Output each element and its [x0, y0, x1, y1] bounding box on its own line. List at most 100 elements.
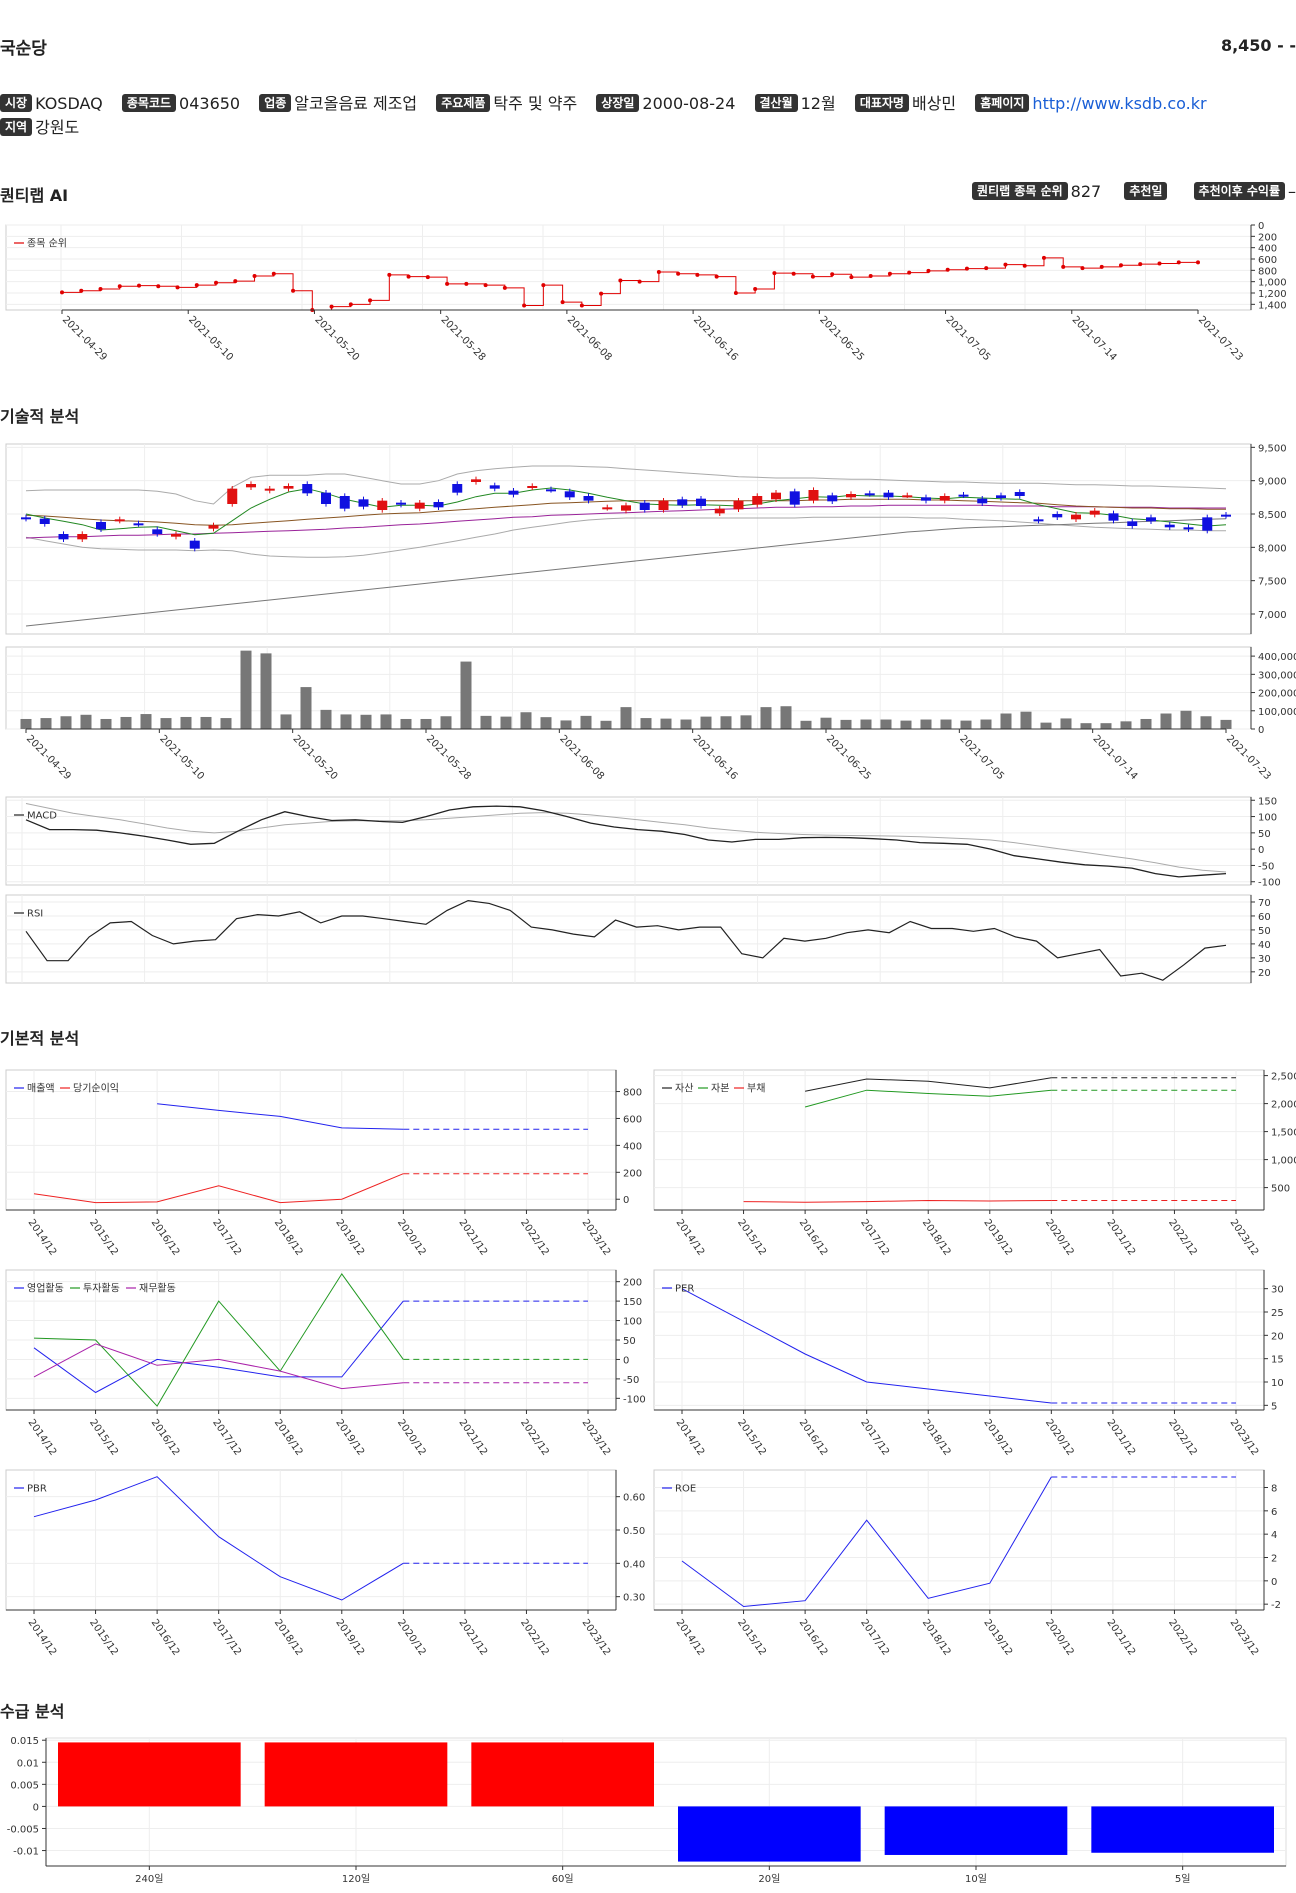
rank-point	[1080, 266, 1085, 271]
market-badge: 시장	[0, 94, 33, 112]
x-tick-label: 2017/12	[210, 1417, 243, 1457]
x-tick-label: 2016/12	[797, 1617, 830, 1657]
legend-label: 종목 순위	[27, 237, 67, 250]
x-tick-label: 2016/12	[797, 1217, 830, 1257]
homepage-link[interactable]: http://www.ksdb.co.kr	[1032, 94, 1207, 113]
y-tick-label: 400	[1258, 244, 1277, 255]
candle-body	[283, 486, 294, 489]
y-tick-label: 300,000	[1258, 670, 1296, 681]
rank-point	[368, 298, 373, 303]
legend-label: RSI	[27, 909, 43, 920]
x-tick-label: 2023/12	[580, 1617, 613, 1657]
rank-point	[810, 274, 815, 279]
candle-body	[1014, 492, 1025, 496]
candle-body	[939, 496, 950, 501]
plot-area	[5, 1069, 617, 1211]
candle-body	[902, 495, 913, 498]
candle-body	[602, 507, 613, 510]
series-line	[33, 1343, 404, 1390]
y-tick-label: 50	[623, 1336, 636, 1347]
industry-badge: 업종	[259, 94, 292, 112]
y-tick-label: 800	[1258, 266, 1277, 277]
y-tick-label: 600	[1258, 255, 1277, 266]
volume-bar	[160, 718, 172, 729]
volume-bar	[480, 715, 492, 729]
candle-body	[227, 488, 238, 504]
product-badge: 주요제품	[436, 94, 491, 112]
rank-point	[772, 271, 777, 276]
x-tick-label: 2021-07-14	[1091, 733, 1140, 782]
candle-body	[58, 534, 69, 540]
x-tick-label: 2014/12	[674, 1617, 707, 1657]
volume-bar	[1020, 711, 1032, 729]
candle-body	[789, 491, 800, 505]
candle-body	[996, 495, 1006, 498]
plot-area	[5, 443, 1252, 635]
x-tick-label: 2021/12	[456, 1617, 489, 1657]
x-tick-label: 2023/12	[1228, 1217, 1261, 1257]
candle-body	[864, 493, 875, 496]
legend-label: 당기순이익	[73, 1083, 119, 1095]
y-tick-label: 9,000	[1258, 477, 1287, 488]
rank-point	[502, 285, 507, 290]
candle-body	[339, 496, 350, 509]
macd-chart: -100 -50 0 50 100 150 MACD	[5, 796, 1281, 889]
y-tick-label: 200,000	[1258, 689, 1296, 700]
rank-point	[137, 283, 142, 288]
volume-bar	[1200, 716, 1212, 729]
ceo-value: 배상민	[911, 94, 957, 113]
candle-body	[114, 519, 125, 522]
series-line	[804, 1089, 1052, 1108]
candle-body	[396, 502, 406, 505]
candle-body	[152, 529, 163, 534]
volume-bar	[1180, 710, 1192, 729]
volume-bar	[680, 719, 692, 729]
rank-point	[214, 280, 219, 285]
y-tick-label: 800	[623, 1088, 642, 1099]
volume-bar	[120, 716, 132, 729]
volume-bar	[1040, 722, 1052, 729]
candle-body	[264, 488, 275, 491]
candle-body	[302, 484, 313, 494]
x-tick-label: 60일	[552, 1873, 574, 1885]
y-tick-label: -100	[1258, 878, 1281, 889]
volume-bar	[80, 714, 92, 729]
y-tick-label: 0.005	[10, 1780, 39, 1791]
rank-point	[329, 304, 334, 309]
y-tick-label: 500	[1271, 1184, 1290, 1195]
y-tick-label: -50	[623, 1375, 639, 1386]
candle-body	[546, 489, 556, 492]
candle-body	[133, 523, 144, 526]
x-tick-label: 20일	[758, 1873, 780, 1885]
y-tick-label: 200	[1258, 232, 1277, 243]
volume-bar	[40, 718, 52, 729]
plot-area	[5, 894, 1252, 984]
x-tick-label: 2018/12	[920, 1417, 953, 1457]
ceo-badge: 대표자명	[854, 94, 909, 112]
x-tick-label: 2021-05-10	[186, 314, 235, 363]
volume-bar	[460, 661, 472, 729]
volume-bar	[1000, 713, 1012, 729]
y-tick-label: 200	[623, 1168, 642, 1179]
price-value: 8,450	[1220, 36, 1272, 55]
series-line	[805, 1077, 1052, 1092]
x-tick-label: 2021/12	[1104, 1217, 1137, 1257]
x-tick-label: 2015/12	[87, 1617, 120, 1657]
x-tick-label: 2021-06-16	[691, 733, 740, 782]
volume-bar	[60, 716, 72, 729]
x-tick-label: 2017/12	[858, 1617, 891, 1657]
volume-bar	[520, 712, 532, 729]
x-tick-label: 2021-05-28	[439, 314, 488, 363]
rank-point	[926, 268, 931, 273]
x-tick-label: 2014/12	[26, 1417, 59, 1457]
candle-body	[771, 492, 781, 500]
y-tick-label: 30	[1271, 1285, 1284, 1296]
y-tick-label: 0.01	[17, 1758, 39, 1769]
supply-bar	[264, 1742, 448, 1807]
volume-bar	[700, 716, 712, 729]
price-change: - -	[1277, 36, 1296, 55]
rank-point	[1003, 262, 1008, 267]
rank-point	[945, 267, 950, 272]
x-tick-label: 5일	[1175, 1873, 1191, 1885]
x-tick-label: 2014/12	[26, 1617, 59, 1657]
